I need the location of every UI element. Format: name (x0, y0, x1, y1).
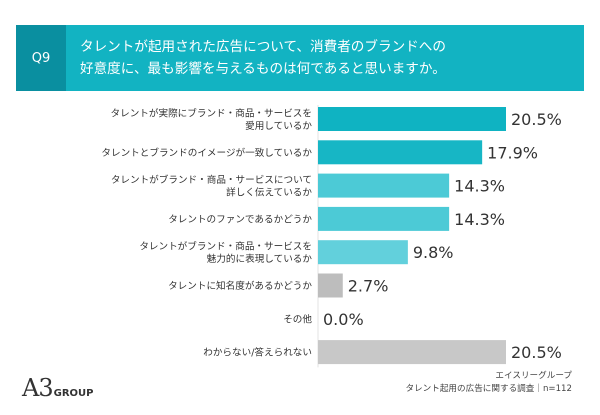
value-label-2: 17.9% (487, 143, 538, 162)
value-label-7: 0.0% (323, 310, 364, 329)
bar-2 (318, 140, 483, 165)
category-label-4: タレントのファンであるかどうか (168, 214, 312, 225)
question-line-1: タレントが起用された広告について、消費者のブランドへの (80, 39, 446, 55)
bar-6 (318, 273, 343, 298)
category-label-2: タレントとブランドのイメージが一致しているか (101, 147, 312, 159)
bar-5 (318, 240, 408, 265)
value-label-6: 2.7% (348, 277, 389, 296)
category-label-3: タレントがブランド・商品・サービスについて詳しく伝えているか (111, 174, 313, 199)
question-line-2: 好意度に、最も影響を与えるものは何であると思いますか。 (80, 61, 446, 77)
question-number: Q9 (16, 25, 66, 91)
bar-8 (318, 340, 506, 365)
logo-mark: A3 (22, 374, 54, 402)
question-header: Q9 タレントが起用された広告について、消費者のブランドへの 好意度に、最も影響… (16, 25, 584, 91)
logo-word: GROUP (53, 388, 94, 399)
value-label-4: 14.3% (454, 210, 505, 229)
bar-1 (318, 107, 506, 131)
a3-group-logo: A3 GROUP (22, 376, 93, 400)
category-label-1: タレントが実際にブランド・商品・サービスを愛用しているか (111, 107, 313, 132)
category-label-5: タレントがブランド・商品・サービスを魅力的に表現しているか (139, 240, 312, 265)
source-note: エイスリーグループ タレント起用の広告に関する調査｜n=112 (405, 370, 572, 396)
bar-3 (318, 173, 450, 198)
category-label-7: その他 (283, 313, 312, 325)
source-survey: タレント起用の広告に関する調査｜n=112 (405, 384, 572, 394)
value-label-3: 14.3% (454, 177, 505, 196)
value-label-5: 9.8% (413, 243, 454, 262)
value-label-1: 20.5% (511, 110, 562, 129)
source-company: エイスリーグループ (495, 371, 572, 381)
value-label-8: 20.5% (511, 343, 562, 362)
category-label-8: わからない/答えられない (203, 347, 312, 359)
question-text: タレントが起用された広告について、消費者のブランドへの 好意度に、最も影響を与え… (80, 36, 580, 80)
category-label-6: タレントに知名度があるかどうか (168, 280, 312, 292)
bar-4 (318, 206, 450, 231)
